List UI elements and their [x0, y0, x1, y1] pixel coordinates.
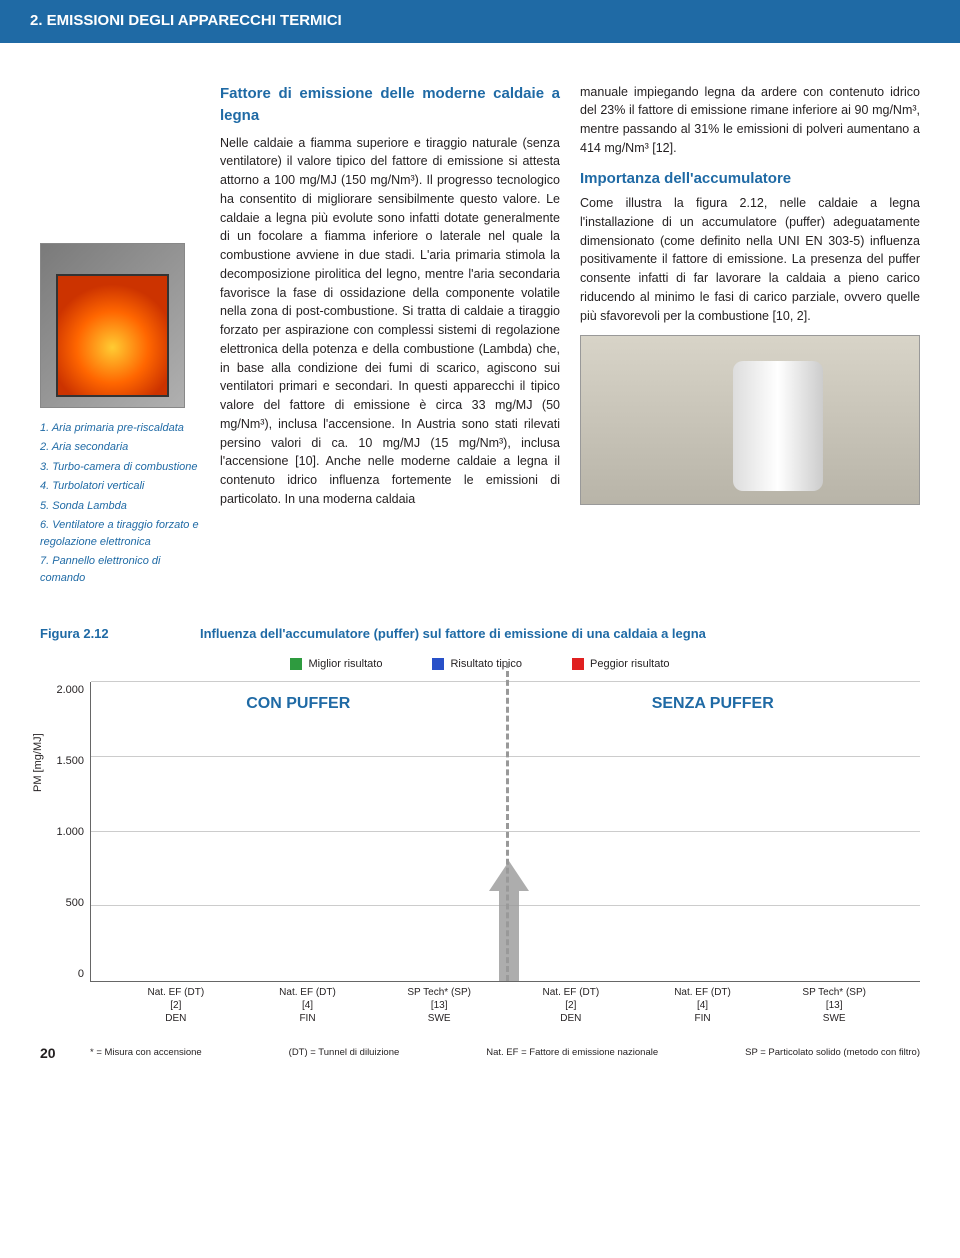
arrow-icon — [489, 861, 529, 981]
page-footer: 20 * = Misura con accensione (DT) = Tunn… — [0, 1043, 960, 1079]
swatch-icon — [432, 658, 444, 670]
y-tick: 0 — [78, 966, 84, 983]
boiler-cutaway-image — [40, 243, 185, 408]
legend-label: Risultato tipico — [450, 656, 522, 673]
footer-def: Nat. EF = Fattore di emissione nazionale — [486, 1046, 658, 1060]
figure-caption: Figura 2.12 Influenza dell'accumulatore … — [40, 624, 920, 644]
legend-item: 7. Pannello elettronico di comando — [40, 553, 200, 586]
subsection-title: Importanza dell'accumulatore — [580, 168, 920, 191]
chart-plot-area: PM [mg/MJ] 2.000 1.500 1.000 500 0 CON P… — [40, 682, 920, 982]
x-label: Nat. EF (DT)[2]DEN — [110, 986, 242, 1025]
y-tick: 500 — [66, 895, 84, 912]
plot: CON PUFFER SENZA PUFFER — [90, 682, 920, 982]
boiler-legend-column: 1. Aria primaria pre-riscaldata 2. Aria … — [40, 83, 200, 590]
legend-label: Miglior risultato — [308, 656, 382, 673]
boiler-legend-list: 1. Aria primaria pre-riscaldata 2. Aria … — [40, 420, 200, 587]
puffer-photo — [580, 335, 920, 505]
divider-line — [506, 662, 509, 981]
x-label: Nat. EF (DT)[2]DEN — [505, 986, 637, 1025]
legend-item: 2. Aria secondaria — [40, 439, 200, 456]
legend-item: 5. Sonda Lambda — [40, 498, 200, 515]
y-tick: 2.000 — [56, 682, 84, 699]
footer-def: (DT) = Tunnel di diluizione — [289, 1046, 400, 1060]
y-tick: 1.000 — [56, 824, 84, 841]
middle-column: Fattore di emissione delle moderne calda… — [220, 83, 560, 590]
figure-title: Influenza dell'accumulatore (puffer) sul… — [200, 624, 920, 644]
legend-label: Peggior risultato — [590, 656, 670, 673]
legend-worst: Peggior risultato — [572, 656, 670, 673]
page-number: 20 — [40, 1043, 70, 1064]
legend-item: 4. Turbolatori verticali — [40, 478, 200, 495]
legend-best: Miglior risultato — [290, 656, 382, 673]
footer-def: SP = Particolato solido (metodo con filt… — [745, 1046, 920, 1060]
body-text: Nelle caldaie a fiamma superiore e tirag… — [220, 134, 560, 509]
footer-definitions: * = Misura con accensione (DT) = Tunnel … — [90, 1046, 920, 1060]
header-title: 2. EMISSIONI DEGLI APPARECCHI TERMICI — [30, 12, 342, 29]
section-label-left: CON PUFFER — [91, 692, 506, 716]
body-text: manuale impiegando legna da ardere con c… — [580, 83, 920, 158]
x-label: SP Tech* (SP)[13]SWE — [373, 986, 505, 1025]
y-axis-label: PM [mg/MJ] — [30, 733, 47, 792]
emission-chart: Miglior risultato Risultato tipico Peggi… — [40, 656, 920, 1026]
right-column: manuale impiegando legna da ardere con c… — [580, 83, 920, 590]
page-header: 2. EMISSIONI DEGLI APPARECCHI TERMICI — [0, 0, 960, 43]
section-label-right: SENZA PUFFER — [506, 692, 921, 716]
chart-legend: Miglior risultato Risultato tipico Peggi… — [40, 656, 920, 673]
legend-item: 1. Aria primaria pre-riscaldata — [40, 420, 200, 437]
y-tick: 1.500 — [56, 753, 84, 770]
y-axis: PM [mg/MJ] 2.000 1.500 1.000 500 0 — [40, 682, 90, 982]
legend-typical: Risultato tipico — [432, 656, 522, 673]
figure-label: Figura 2.12 — [40, 624, 170, 644]
legend-item: 6. Ventilatore a tiraggio forzato e rego… — [40, 517, 200, 550]
x-label: Nat. EF (DT)[4]FIN — [242, 986, 374, 1025]
body-text: Come illustra la figura 2.12, nelle cald… — [580, 194, 920, 325]
x-label: SP Tech* (SP)[13]SWE — [768, 986, 900, 1025]
footer-def: * = Misura con accensione — [90, 1046, 202, 1060]
swatch-icon — [572, 658, 584, 670]
legend-item: 3. Turbo-camera di combustione — [40, 459, 200, 476]
x-label: Nat. EF (DT)[4]FIN — [637, 986, 769, 1025]
swatch-icon — [290, 658, 302, 670]
x-axis-labels: Nat. EF (DT)[2]DENNat. EF (DT)[4]FINSP T… — [90, 986, 920, 1025]
section-title: Fattore di emissione delle moderne calda… — [220, 83, 560, 128]
